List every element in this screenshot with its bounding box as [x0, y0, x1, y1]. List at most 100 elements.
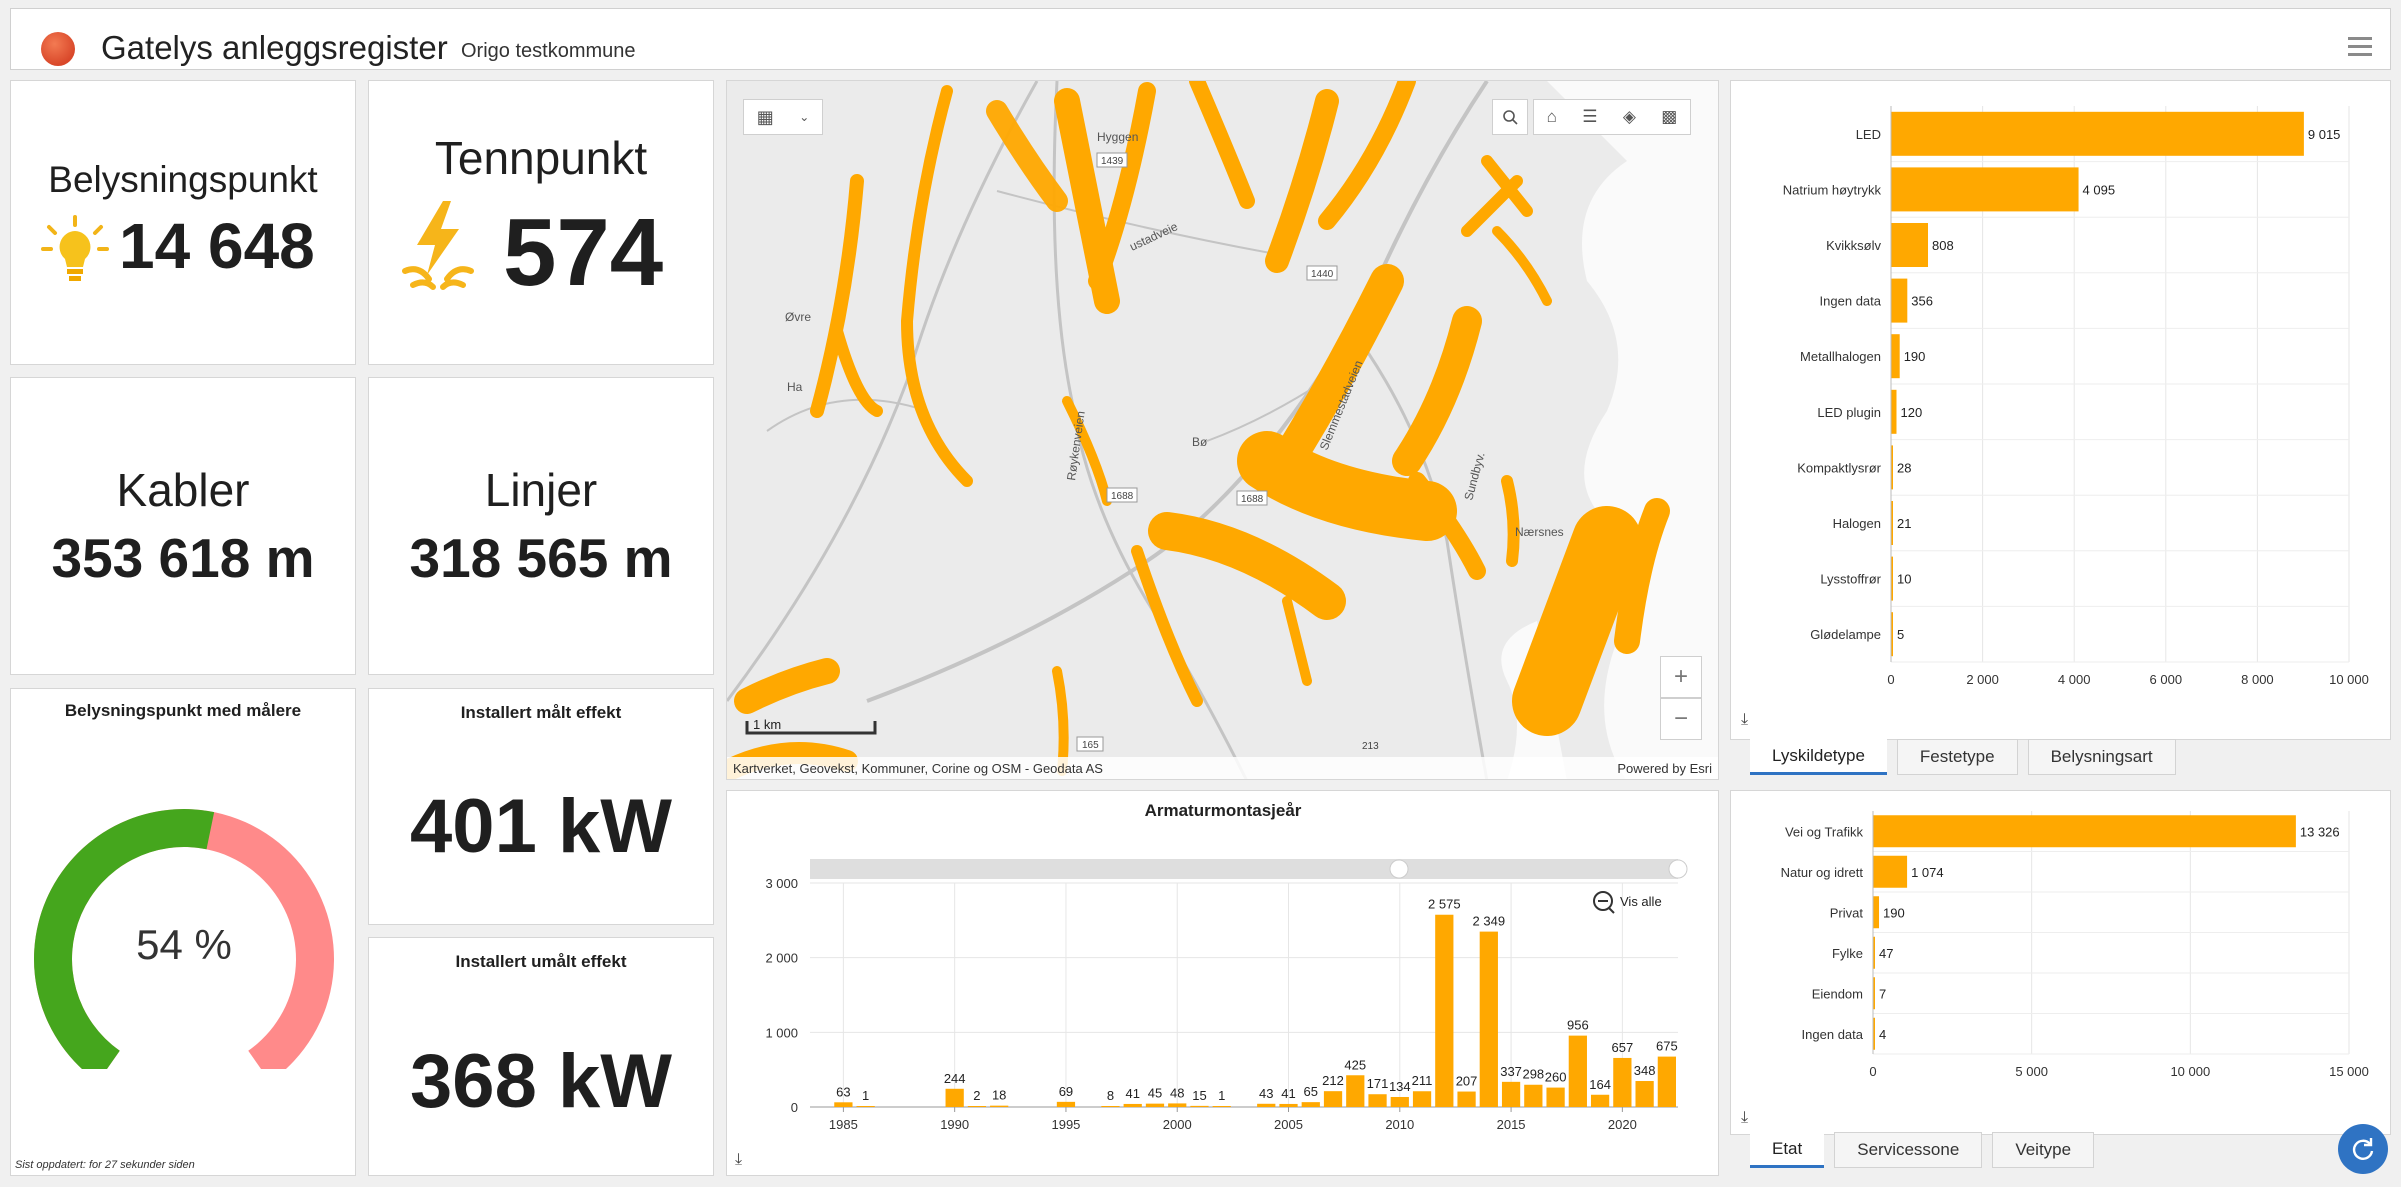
- layers-icon[interactable]: ◈: [1622, 107, 1636, 126]
- bar[interactable]: [1891, 334, 1900, 379]
- place-label: Ha: [787, 380, 803, 394]
- bar[interactable]: [1257, 1103, 1276, 1107]
- tab-belysningsart[interactable]: Belysningsart: [2027, 739, 2176, 775]
- bar[interactable]: [1873, 896, 1880, 929]
- y-tick-label: 1 000: [765, 1025, 798, 1040]
- zoom-reset-button[interactable]: Vis alle: [1593, 891, 1662, 914]
- tab-lyskildetype[interactable]: Lyskildetype: [1750, 739, 1887, 775]
- bar[interactable]: [1891, 167, 2079, 212]
- indicator-installert-malt: Installert målt effekt 401 kW: [368, 688, 714, 925]
- range-slider-track[interactable]: [810, 859, 1678, 879]
- refresh-button[interactable]: [2338, 1124, 2388, 1174]
- bar[interactable]: [1368, 1094, 1387, 1107]
- bar[interactable]: [1873, 855, 1908, 888]
- bar[interactable]: [1524, 1084, 1543, 1107]
- qr-code-icon[interactable]: ▩: [1661, 107, 1678, 126]
- bar[interactable]: [1546, 1087, 1565, 1107]
- bar[interactable]: [1412, 1091, 1432, 1107]
- legend-icon[interactable]: ☰: [1582, 107, 1598, 126]
- range-slider-handle[interactable]: [1389, 859, 1409, 879]
- map-view[interactable]: Øvre Bø Nærsnes Ha Røykenveien Slemmesta…: [726, 80, 1719, 780]
- bar[interactable]: [1301, 1102, 1320, 1107]
- indicator-label: Kabler: [116, 464, 250, 516]
- bar[interactable]: [1891, 556, 1893, 601]
- bar[interactable]: [1891, 501, 1893, 545]
- bar[interactable]: [1613, 1057, 1632, 1107]
- indicator-label: Installert umålt effekt: [455, 952, 627, 971]
- data-label: 48: [1170, 1085, 1184, 1100]
- chevron-down-icon: ⌄: [799, 110, 810, 124]
- tab-servicessone[interactable]: Servicessone: [1834, 1132, 1983, 1168]
- zoom-reset-label: Vis alle: [1620, 894, 1662, 909]
- download-icon[interactable]: ⤓: [735, 1151, 743, 1168]
- data-label: 47: [1879, 946, 1893, 961]
- bar[interactable]: [1457, 1091, 1476, 1107]
- bar[interactable]: [1891, 278, 1908, 323]
- powered-by-esri[interactable]: Powered by Esri: [1617, 761, 1712, 776]
- svg-text:165: 165: [1082, 740, 1099, 751]
- bar[interactable]: [1891, 389, 1897, 434]
- zoom-out-button[interactable]: −: [1660, 698, 1702, 740]
- bar[interactable]: [1891, 612, 1893, 657]
- map-canvas[interactable]: Øvre Bø Nærsnes Ha Røykenveien Slemmesta…: [727, 81, 1719, 780]
- tab-etat[interactable]: Etat: [1750, 1132, 1825, 1168]
- bar[interactable]: [990, 1105, 1009, 1107]
- bar[interactable]: [945, 1088, 964, 1107]
- bar[interactable]: [1501, 1081, 1521, 1107]
- zoom-out-icon: [1593, 891, 1613, 911]
- bar[interactable]: [1590, 1094, 1610, 1107]
- bar[interactable]: [1873, 936, 1875, 969]
- data-label: 4: [1879, 1027, 1886, 1042]
- menu-icon[interactable]: [2348, 37, 2372, 57]
- bar[interactable]: [1873, 815, 2296, 848]
- bar[interactable]: [1123, 1103, 1142, 1107]
- bar[interactable]: [856, 1106, 875, 1107]
- bar[interactable]: [1873, 977, 1875, 1010]
- tab-festetype[interactable]: Festetype: [1896, 739, 2018, 775]
- bar[interactable]: [1479, 931, 1498, 1107]
- x-tick-label: 10 000: [2329, 672, 2369, 687]
- lyskildetype-chart[interactable]: 0 2 000 4 000 6 000 8 000 10 000 LED 9 015 Natri…: [1731, 81, 2392, 701]
- bar[interactable]: [1435, 914, 1454, 1107]
- svg-text:1688: 1688: [1111, 491, 1134, 502]
- last-updated: Sist oppdatert: for 27 sekunder siden: [15, 1159, 195, 1171]
- indicator-label: Linjer: [484, 464, 598, 516]
- bar[interactable]: [1168, 1103, 1187, 1107]
- indicator-tennpunkt: Tennpunkt 574: [368, 80, 714, 365]
- bar[interactable]: [1279, 1103, 1298, 1107]
- etat-chart[interactable]: 0 5 000 10 000 15 000 Vei og Trafikk 13 326 Na…: [1731, 791, 2392, 1111]
- bar[interactable]: [1657, 1056, 1676, 1107]
- bar[interactable]: [1891, 111, 2304, 156]
- bar[interactable]: [1323, 1091, 1343, 1107]
- indicator-value: 574: [503, 199, 664, 306]
- category-label: LED plugin: [1817, 405, 1881, 420]
- zoom-in-button[interactable]: +: [1660, 656, 1702, 698]
- bar[interactable]: [1346, 1075, 1365, 1107]
- download-icon[interactable]: ⤓: [1741, 711, 1749, 728]
- x-tick-label: 2015: [1497, 1117, 1526, 1132]
- bar[interactable]: [1568, 1035, 1587, 1107]
- download-icon[interactable]: ⤓: [1741, 1109, 1749, 1126]
- bar[interactable]: [1891, 445, 1893, 490]
- bar[interactable]: [1891, 223, 1929, 267]
- bar[interactable]: [834, 1102, 853, 1107]
- tab-veitype[interactable]: Veitype: [1992, 1132, 2095, 1168]
- data-label: 15: [1192, 1088, 1206, 1103]
- x-tick-label: 5 000: [2015, 1064, 2048, 1079]
- category-label: Halogen: [1833, 516, 1881, 531]
- home-icon[interactable]: ⌂: [1546, 107, 1557, 126]
- bar[interactable]: [1873, 1017, 1875, 1050]
- bar[interactable]: [967, 1106, 987, 1107]
- bar[interactable]: [1635, 1081, 1654, 1107]
- map-basemap-selector[interactable]: ▦ ⌄: [743, 99, 823, 135]
- bar[interactable]: [1145, 1103, 1165, 1107]
- bar[interactable]: [1190, 1105, 1209, 1107]
- range-slider-handle[interactable]: [1668, 859, 1688, 879]
- bar[interactable]: [1101, 1106, 1120, 1107]
- data-label: 956: [1567, 1018, 1589, 1033]
- bar[interactable]: [1390, 1096, 1409, 1107]
- bar[interactable]: [1212, 1106, 1231, 1107]
- map-search-button[interactable]: [1492, 99, 1528, 135]
- bar[interactable]: [1056, 1101, 1076, 1107]
